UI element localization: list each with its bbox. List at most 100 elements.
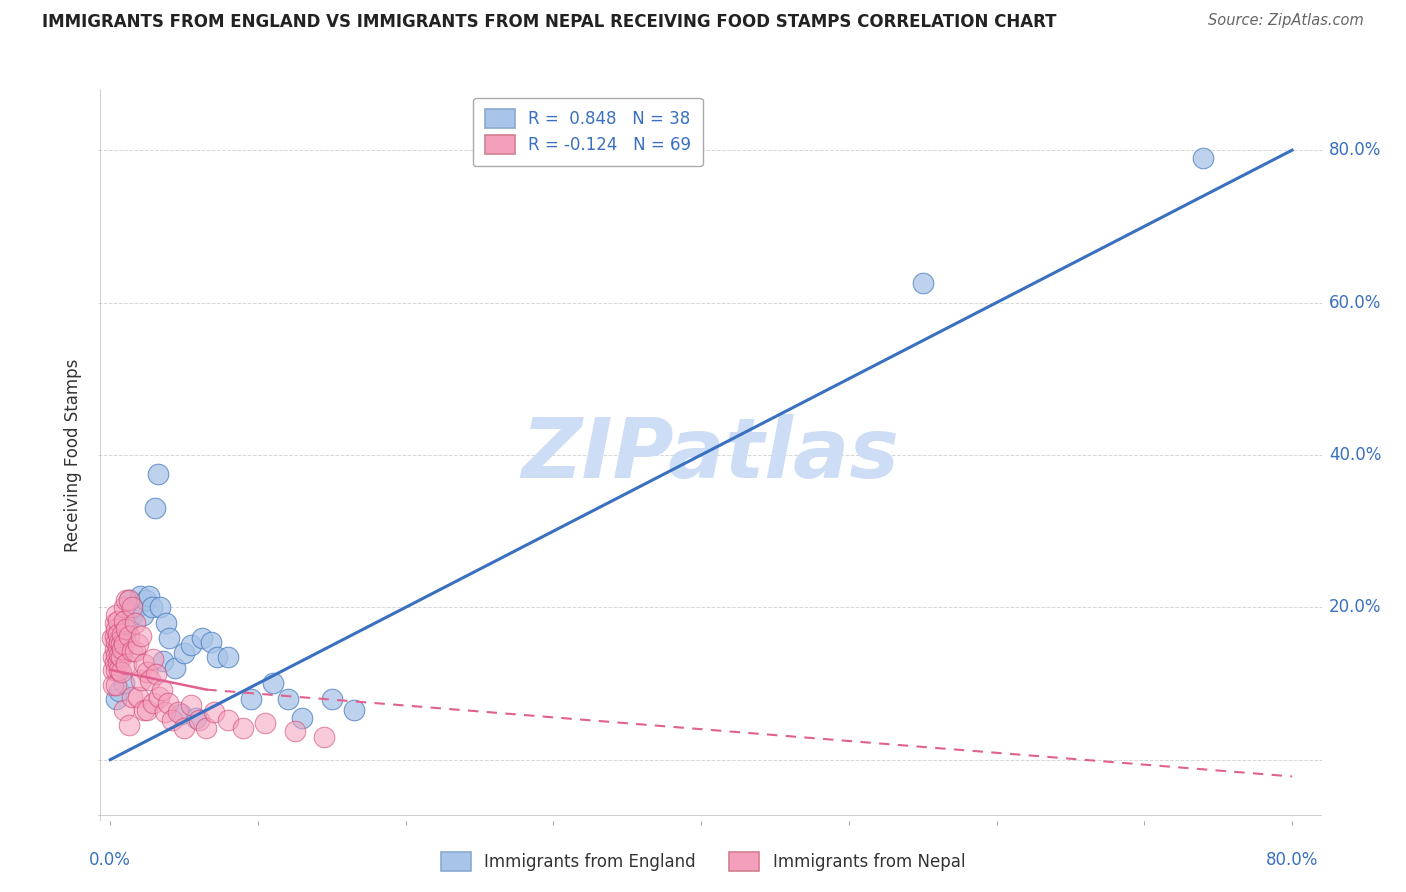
Point bbox=[125, 600, 148, 615]
Point bbox=[121, 644, 143, 658]
Point bbox=[111, 627, 134, 641]
Point bbox=[180, 639, 202, 653]
Point bbox=[129, 629, 152, 643]
Point bbox=[134, 657, 156, 672]
Point bbox=[152, 654, 174, 668]
Point bbox=[105, 648, 128, 662]
Point bbox=[111, 646, 134, 660]
Point bbox=[121, 600, 143, 615]
Point bbox=[107, 655, 129, 669]
Point bbox=[103, 663, 125, 677]
Point bbox=[232, 721, 254, 735]
Text: 80.0%: 80.0% bbox=[1265, 851, 1319, 869]
Point bbox=[122, 600, 145, 615]
Point bbox=[291, 711, 314, 725]
Point bbox=[118, 629, 141, 643]
Point bbox=[145, 667, 167, 681]
Point bbox=[110, 637, 132, 651]
Text: 40.0%: 40.0% bbox=[1329, 446, 1382, 464]
Point bbox=[107, 614, 129, 628]
Point bbox=[162, 713, 184, 727]
Point bbox=[321, 691, 343, 706]
Point bbox=[108, 648, 131, 662]
Point bbox=[911, 277, 934, 291]
Text: 0.0%: 0.0% bbox=[90, 851, 131, 869]
Point bbox=[184, 711, 207, 725]
Point bbox=[1192, 151, 1215, 165]
Text: IMMIGRANTS FROM ENGLAND VS IMMIGRANTS FROM NEPAL RECEIVING FOOD STAMPS CORRELATI: IMMIGRANTS FROM ENGLAND VS IMMIGRANTS FR… bbox=[42, 13, 1057, 31]
Point bbox=[153, 706, 176, 720]
Point bbox=[104, 629, 127, 643]
Point bbox=[138, 589, 160, 603]
Point bbox=[170, 706, 193, 721]
Point bbox=[148, 690, 170, 705]
Point bbox=[104, 642, 127, 657]
Point bbox=[103, 649, 125, 664]
Point bbox=[132, 607, 155, 622]
Point bbox=[141, 600, 163, 615]
Point bbox=[107, 640, 129, 654]
Point bbox=[115, 657, 138, 672]
Point bbox=[112, 614, 135, 628]
Point bbox=[239, 691, 262, 706]
Point bbox=[136, 703, 159, 717]
Point bbox=[110, 665, 132, 679]
Point bbox=[142, 652, 165, 666]
Point bbox=[105, 607, 128, 622]
Point bbox=[276, 691, 298, 706]
Point bbox=[187, 713, 209, 727]
Point bbox=[143, 501, 166, 516]
Point bbox=[167, 706, 190, 720]
Point bbox=[165, 661, 187, 675]
Point bbox=[112, 703, 135, 717]
Point bbox=[217, 713, 239, 727]
Y-axis label: Receiving Food Stamps: Receiving Food Stamps bbox=[65, 359, 83, 551]
Point bbox=[105, 691, 128, 706]
Point bbox=[135, 592, 157, 607]
Point bbox=[121, 607, 143, 622]
Point bbox=[112, 676, 135, 690]
Text: 20.0%: 20.0% bbox=[1329, 599, 1382, 616]
Point bbox=[112, 600, 135, 615]
Legend: Immigrants from England, Immigrants from Nepal: Immigrants from England, Immigrants from… bbox=[433, 843, 973, 880]
Point bbox=[104, 655, 127, 669]
Point bbox=[127, 690, 149, 705]
Point bbox=[142, 696, 165, 710]
Point bbox=[103, 678, 125, 692]
Point bbox=[118, 718, 141, 732]
Point bbox=[105, 634, 128, 648]
Point bbox=[115, 622, 138, 636]
Point bbox=[117, 615, 139, 630]
Point bbox=[100, 631, 122, 645]
Point bbox=[157, 631, 180, 645]
Point bbox=[108, 684, 131, 698]
Point bbox=[124, 644, 146, 658]
Text: 60.0%: 60.0% bbox=[1329, 293, 1382, 311]
Point bbox=[134, 703, 156, 717]
Point bbox=[173, 646, 195, 660]
Point bbox=[262, 676, 284, 690]
Point bbox=[146, 467, 169, 481]
Point bbox=[191, 631, 214, 645]
Point bbox=[127, 637, 149, 651]
Point bbox=[136, 665, 159, 679]
Point bbox=[195, 721, 218, 735]
Legend: R =  0.848   N = 38, R = -0.124   N = 69: R = 0.848 N = 38, R = -0.124 N = 69 bbox=[472, 97, 703, 166]
Point bbox=[124, 615, 146, 630]
Text: Source: ZipAtlas.com: Source: ZipAtlas.com bbox=[1208, 13, 1364, 29]
Point bbox=[343, 703, 366, 717]
Point bbox=[150, 682, 173, 697]
Point bbox=[200, 634, 222, 648]
Text: 80.0%: 80.0% bbox=[1329, 141, 1382, 159]
Point bbox=[156, 696, 179, 710]
Point bbox=[139, 673, 162, 687]
Point bbox=[105, 678, 128, 692]
Point bbox=[284, 723, 307, 738]
Point bbox=[114, 627, 136, 641]
Point bbox=[128, 589, 150, 603]
Point bbox=[111, 642, 134, 657]
Text: ZIPatlas: ZIPatlas bbox=[522, 415, 898, 495]
Point bbox=[202, 706, 225, 720]
Point bbox=[121, 690, 143, 705]
Point bbox=[118, 592, 141, 607]
